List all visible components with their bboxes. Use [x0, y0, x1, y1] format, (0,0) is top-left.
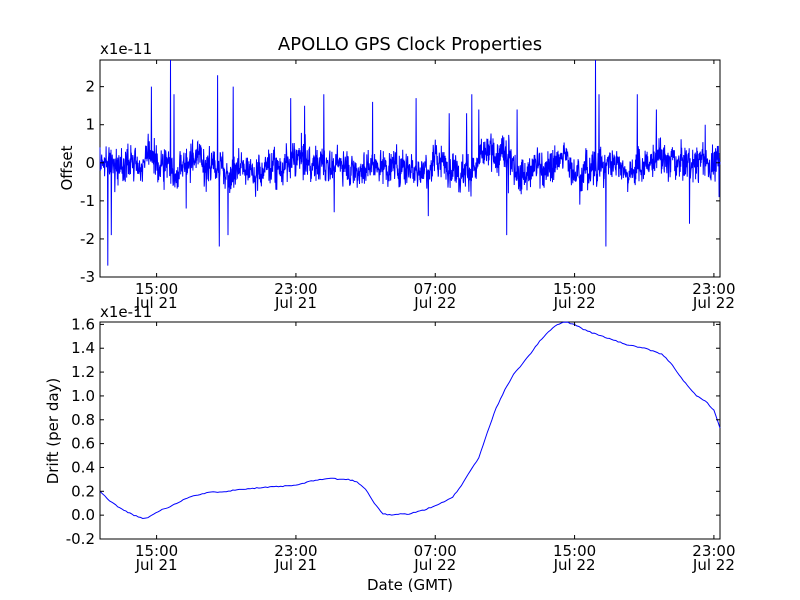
y-tick-label: 0.0 [71, 506, 95, 524]
offset-scale-text: x1e-11 [100, 40, 152, 58]
y-tick-label: 0.4 [71, 458, 95, 476]
x-tick-date-label: Jul 22 [553, 294, 596, 312]
x-tick-date-label: Jul 22 [553, 556, 596, 574]
x-tick-time-label: 07:00 [414, 542, 457, 560]
drift-axis-label: Drift (per day) [44, 378, 62, 485]
x-tick-date-label: Jul 21 [135, 556, 178, 574]
drift-plot-frame [99, 321, 721, 540]
date-axis-label: Date (GMT) [367, 576, 453, 594]
drift-series-line [99, 321, 721, 520]
x-tick-time-label: 15:00 [135, 280, 178, 298]
y-tick-label: 0.8 [71, 411, 95, 429]
x-tick-time-label: 15:00 [553, 280, 596, 298]
y-tick-label: 1.2 [71, 363, 95, 381]
x-tick-time-label: 15:00 [553, 542, 596, 560]
x-tick-time-label: 23:00 [692, 280, 735, 298]
drift-scale-text: x1e-11 [100, 303, 152, 321]
y-tick-label: -0.2 [66, 530, 95, 548]
y-tick-label: 0.6 [71, 435, 95, 453]
chart-title: APOLLO GPS Clock Properties [278, 34, 542, 55]
x-tick-date-label: Jul 21 [274, 556, 317, 574]
x-tick-time-label: 07:00 [414, 280, 457, 298]
y-tick-label: -1 [80, 192, 95, 210]
y-tick-label: 1.0 [71, 387, 95, 405]
x-tick-time-label: 23:00 [692, 542, 735, 560]
x-tick-time-label: 23:00 [274, 542, 317, 560]
y-tick-label: 1.4 [71, 339, 95, 357]
x-tick-date-label: Jul 22 [692, 294, 735, 312]
y-tick-label: 1.6 [71, 315, 95, 333]
x-tick-time-label: 23:00 [274, 280, 317, 298]
y-tick-label: 2 [85, 78, 95, 96]
x-tick-date-label: Jul 22 [413, 556, 456, 574]
drift-plot-area: -0.20.00.20.40.60.81.01.21.41.615:00Jul … [66, 315, 736, 574]
drift-axis-ticks: -0.20.00.20.40.60.81.01.21.41.615:00Jul … [66, 315, 736, 574]
offset-series-line [99, 59, 721, 266]
y-tick-label: 1 [85, 116, 95, 134]
y-tick-label: 0 [85, 154, 95, 172]
x-tick-date-label: Jul 21 [135, 294, 178, 312]
x-tick-date-label: Jul 22 [413, 294, 456, 312]
y-tick-label: 0.2 [71, 482, 95, 500]
x-tick-time-label: 15:00 [135, 542, 178, 560]
x-tick-date-label: Jul 22 [692, 556, 735, 574]
offset-axis-label: Offset [58, 145, 76, 190]
y-tick-label: -2 [80, 230, 95, 248]
y-tick-label: -3 [80, 268, 95, 286]
x-tick-date-label: Jul 21 [274, 294, 317, 312]
